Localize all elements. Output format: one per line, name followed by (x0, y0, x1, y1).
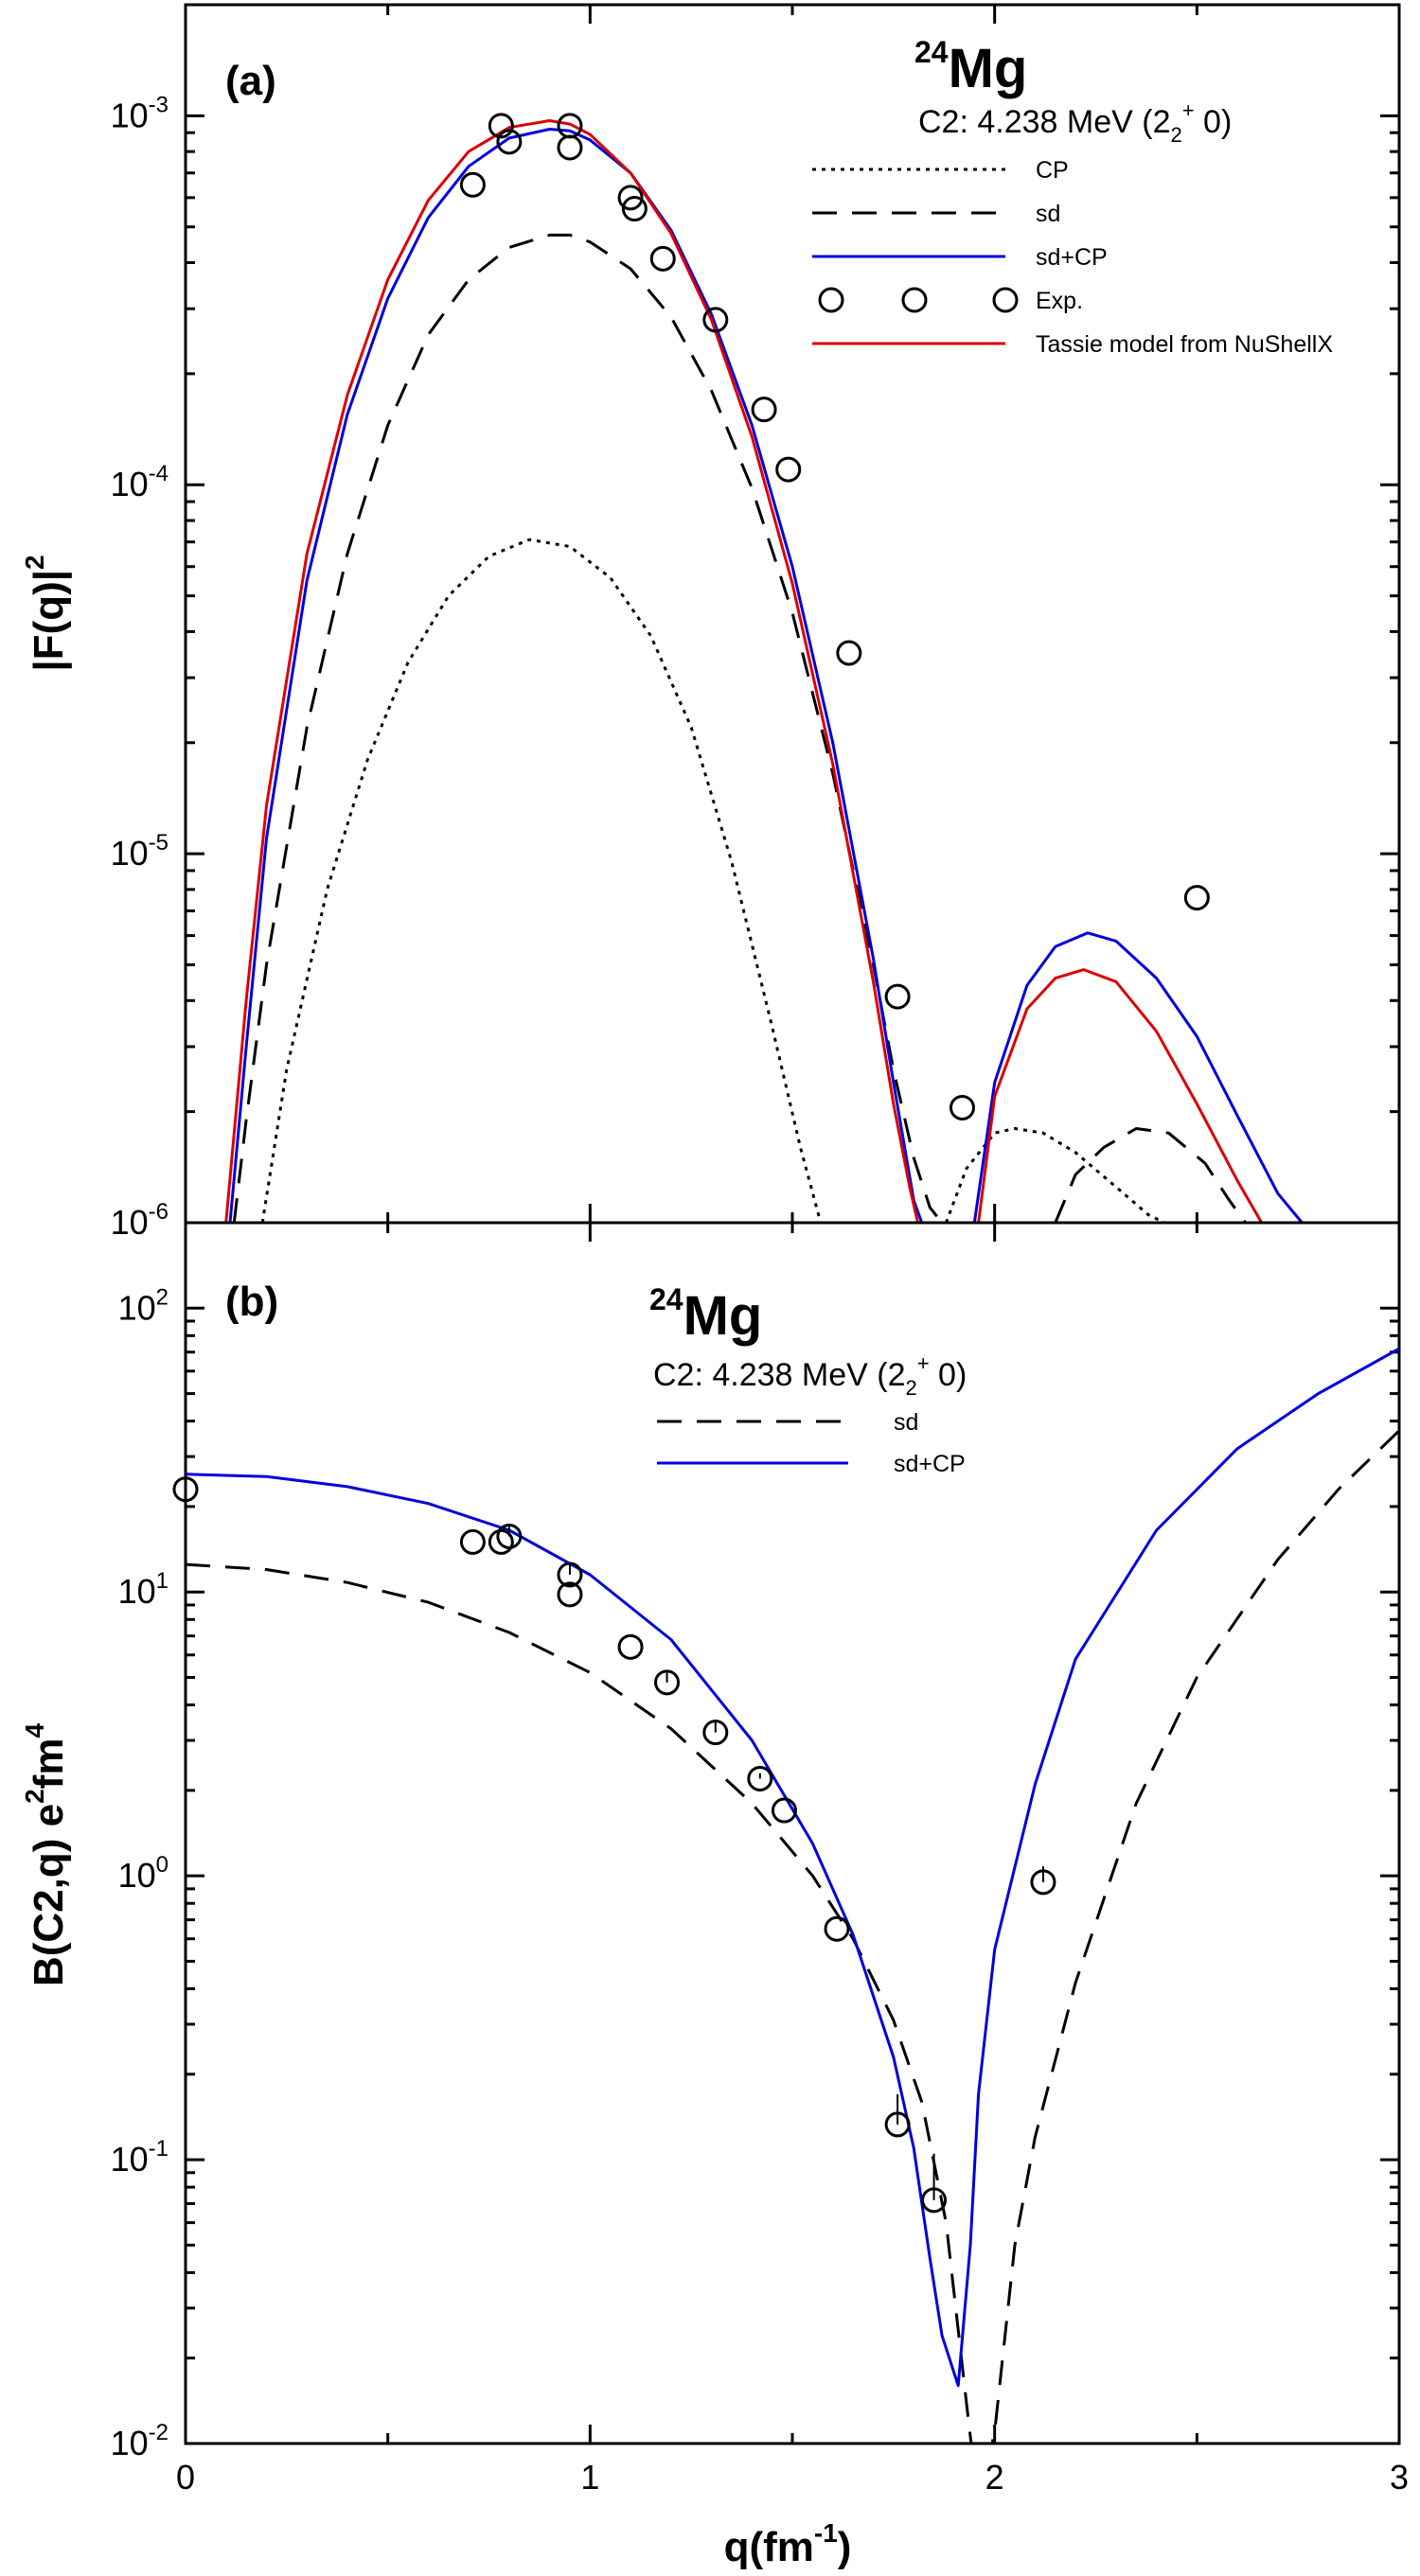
exp-data-point (654, 1669, 681, 1696)
panel-b-transition: C2: 4.238 MeV (22+ 0) (653, 1351, 967, 1400)
exp-data-point (771, 1797, 797, 1824)
legend-tassie-label: Tassie model from NuShellX (1036, 331, 1333, 358)
series-line-sd-cp (186, 1347, 1399, 2388)
panel-b-y-axis-title: B(C2,q) e2fm4 (20, 1723, 72, 1986)
exp-data-point (836, 640, 862, 666)
panel-b-y-ticks: 102 101 100 10-1 10-2 (111, 1221, 1399, 2462)
x-tick-label: 2 (985, 2458, 1004, 2497)
panel-a-y-ticks: 10-3 10-4 10-5 10-6 (111, 3, 1399, 1242)
y-tick-label: 100 (118, 1852, 169, 1895)
exp-data-point (459, 1528, 486, 1555)
panel-b-exp-points (172, 1476, 1056, 2214)
series-line-sd-cp (228, 128, 924, 1223)
exp-data-point (884, 2111, 911, 2138)
exp-data-point (702, 307, 729, 333)
legend-sd-cp-label: sd+CP (894, 1451, 966, 1477)
y-tick-label: 102 (118, 1284, 169, 1327)
panel-b-nucleus-title: 24Mg (649, 1282, 762, 1347)
exp-data-point (172, 1476, 199, 1503)
series-line-cp (260, 538, 823, 1223)
exp-data-point (496, 1523, 523, 1549)
legend-sd-cp-label: sd+CP (1036, 244, 1108, 271)
panel-a-transition: C2: 4.238 MeV (22+ 0) (918, 98, 1232, 147)
panel-b-curves (186, 1347, 1399, 2444)
exp-data-point (884, 983, 911, 1010)
exp-data-point (949, 1094, 975, 1120)
exp-data-point (649, 245, 676, 272)
exp-data-point (557, 1561, 583, 1588)
legend-cp-label: CP (1036, 157, 1069, 184)
panel-b: 102 101 100 10-1 10-2 0 1 2 3 (b) 24Mg C2: 4.23… (20, 1221, 1409, 2570)
panel-b-legend: sd sd+CP (657, 1409, 966, 1477)
panel-a-exp-points (459, 113, 1210, 1120)
panel-a-curves (224, 119, 1304, 1223)
series-line-tassie-model-from-nushellx (224, 119, 919, 1223)
legend-exp-marker (818, 287, 844, 313)
y-tick-label: 10-4 (111, 461, 169, 503)
exp-data-point (557, 1581, 583, 1608)
x-axis-title: q(fm-1) (724, 2518, 852, 2570)
x-tick-label: 1 (580, 2458, 599, 2497)
exp-data-point (488, 1528, 514, 1555)
series-line-sd-second-lobe (1054, 1127, 1247, 1223)
legend-exp-marker (901, 287, 928, 313)
exp-data-point (557, 113, 583, 139)
exp-data-point (1030, 1869, 1056, 1896)
panel-a-x-ticks (184, 5, 1401, 1223)
panel-a-frame (184, 3, 1401, 1225)
exp-data-point (1183, 885, 1210, 911)
exp-data-point (621, 196, 648, 222)
exp-data-point (617, 185, 644, 211)
panel-b-label: (b) (225, 1279, 278, 1325)
legend-exp-marker (992, 287, 1019, 313)
exp-data-point (824, 1915, 850, 1942)
panel-a-nucleus-title: 24Mg (914, 35, 1027, 99)
panel-b-frame (184, 1221, 1401, 2445)
panel-a: 10-3 10-4 10-5 10-6 (a) 24Mg C2: 4.238 MeV … (20, 3, 1401, 1242)
exp-data-point (459, 171, 486, 198)
legend-exp-label: Exp. (1036, 288, 1083, 314)
y-tick-label: 10-5 (111, 830, 169, 873)
y-tick-label: 10-1 (111, 2136, 169, 2179)
panel-a-label: (a) (225, 58, 276, 104)
legend-sd-label: sd (1036, 201, 1060, 227)
y-tick-label: 10-3 (111, 92, 169, 134)
series-line-tassie-model-from-nushellx-second-lobe (977, 968, 1263, 1223)
y-tick-label: 10-2 (111, 2420, 169, 2462)
exp-data-point (747, 1765, 773, 1791)
series-line-cp-second-lobe (944, 1127, 1165, 1223)
y-tick-label: 101 (118, 1568, 169, 1611)
exp-data-point (488, 113, 514, 139)
x-tick-label: 3 (1390, 2458, 1409, 2497)
exp-data-point (557, 134, 583, 161)
series-line-sd-cp-second-lobe (972, 931, 1304, 1223)
panel-b-x-ticks: 0 1 2 3 (176, 1223, 1409, 2497)
exp-data-point (751, 397, 777, 423)
series-line-sd (186, 1429, 1399, 2444)
panel-a-legend: CP sd sd+CP Exp. Tassie model from NuShe… (812, 157, 1333, 358)
exp-data-point (775, 456, 802, 483)
legend-sd-label: sd (894, 1409, 918, 1436)
exp-data-point (921, 2187, 948, 2214)
panel-a-y-axis-title: |F(q)|2 (20, 555, 73, 671)
y-tick-label: 10-6 (111, 1199, 169, 1242)
exp-data-point (496, 129, 523, 155)
exp-data-point (617, 1633, 644, 1660)
x-tick-label: 0 (176, 2458, 195, 2497)
exp-data-point (702, 1720, 729, 1746)
series-line-sd (232, 233, 944, 1223)
